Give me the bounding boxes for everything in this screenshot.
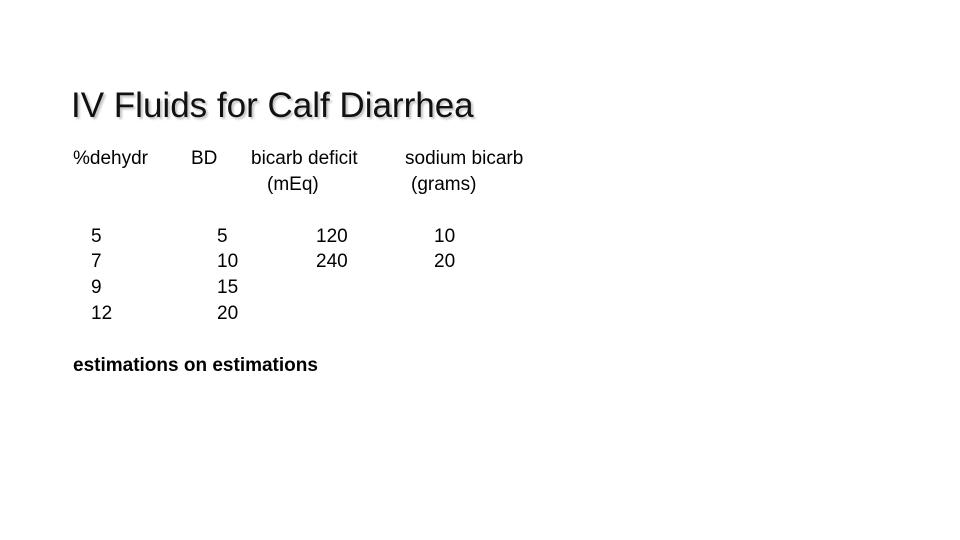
cell: 5 <box>217 226 228 247</box>
cell: 120 <box>316 226 348 247</box>
header-bicarb-deficit-unit: (mEq) <box>267 174 319 195</box>
header-dehydration: %dehydr <box>73 148 148 169</box>
cell: 10 <box>434 226 456 247</box>
cell: 20 <box>434 251 456 272</box>
cell: 9 <box>91 277 102 298</box>
note: estimations on estimations <box>73 355 318 376</box>
header-sodium-bicarb: sodium bicarb <box>405 148 524 169</box>
header-sodium-bicarb-unit: (grams) <box>411 174 477 195</box>
cell: 240 <box>316 251 348 272</box>
cell: 5 <box>91 226 102 247</box>
cell: 20 <box>217 303 239 324</box>
cell: 15 <box>217 277 239 298</box>
cell: 12 <box>91 303 113 324</box>
header-bicarb-deficit: bicarb deficit <box>251 148 358 169</box>
header-bd: BD <box>191 148 218 169</box>
cell: 7 <box>91 251 102 272</box>
slide-title: IV Fluids for Calf Diarrhea <box>71 86 474 125</box>
cell: 10 <box>217 251 239 272</box>
